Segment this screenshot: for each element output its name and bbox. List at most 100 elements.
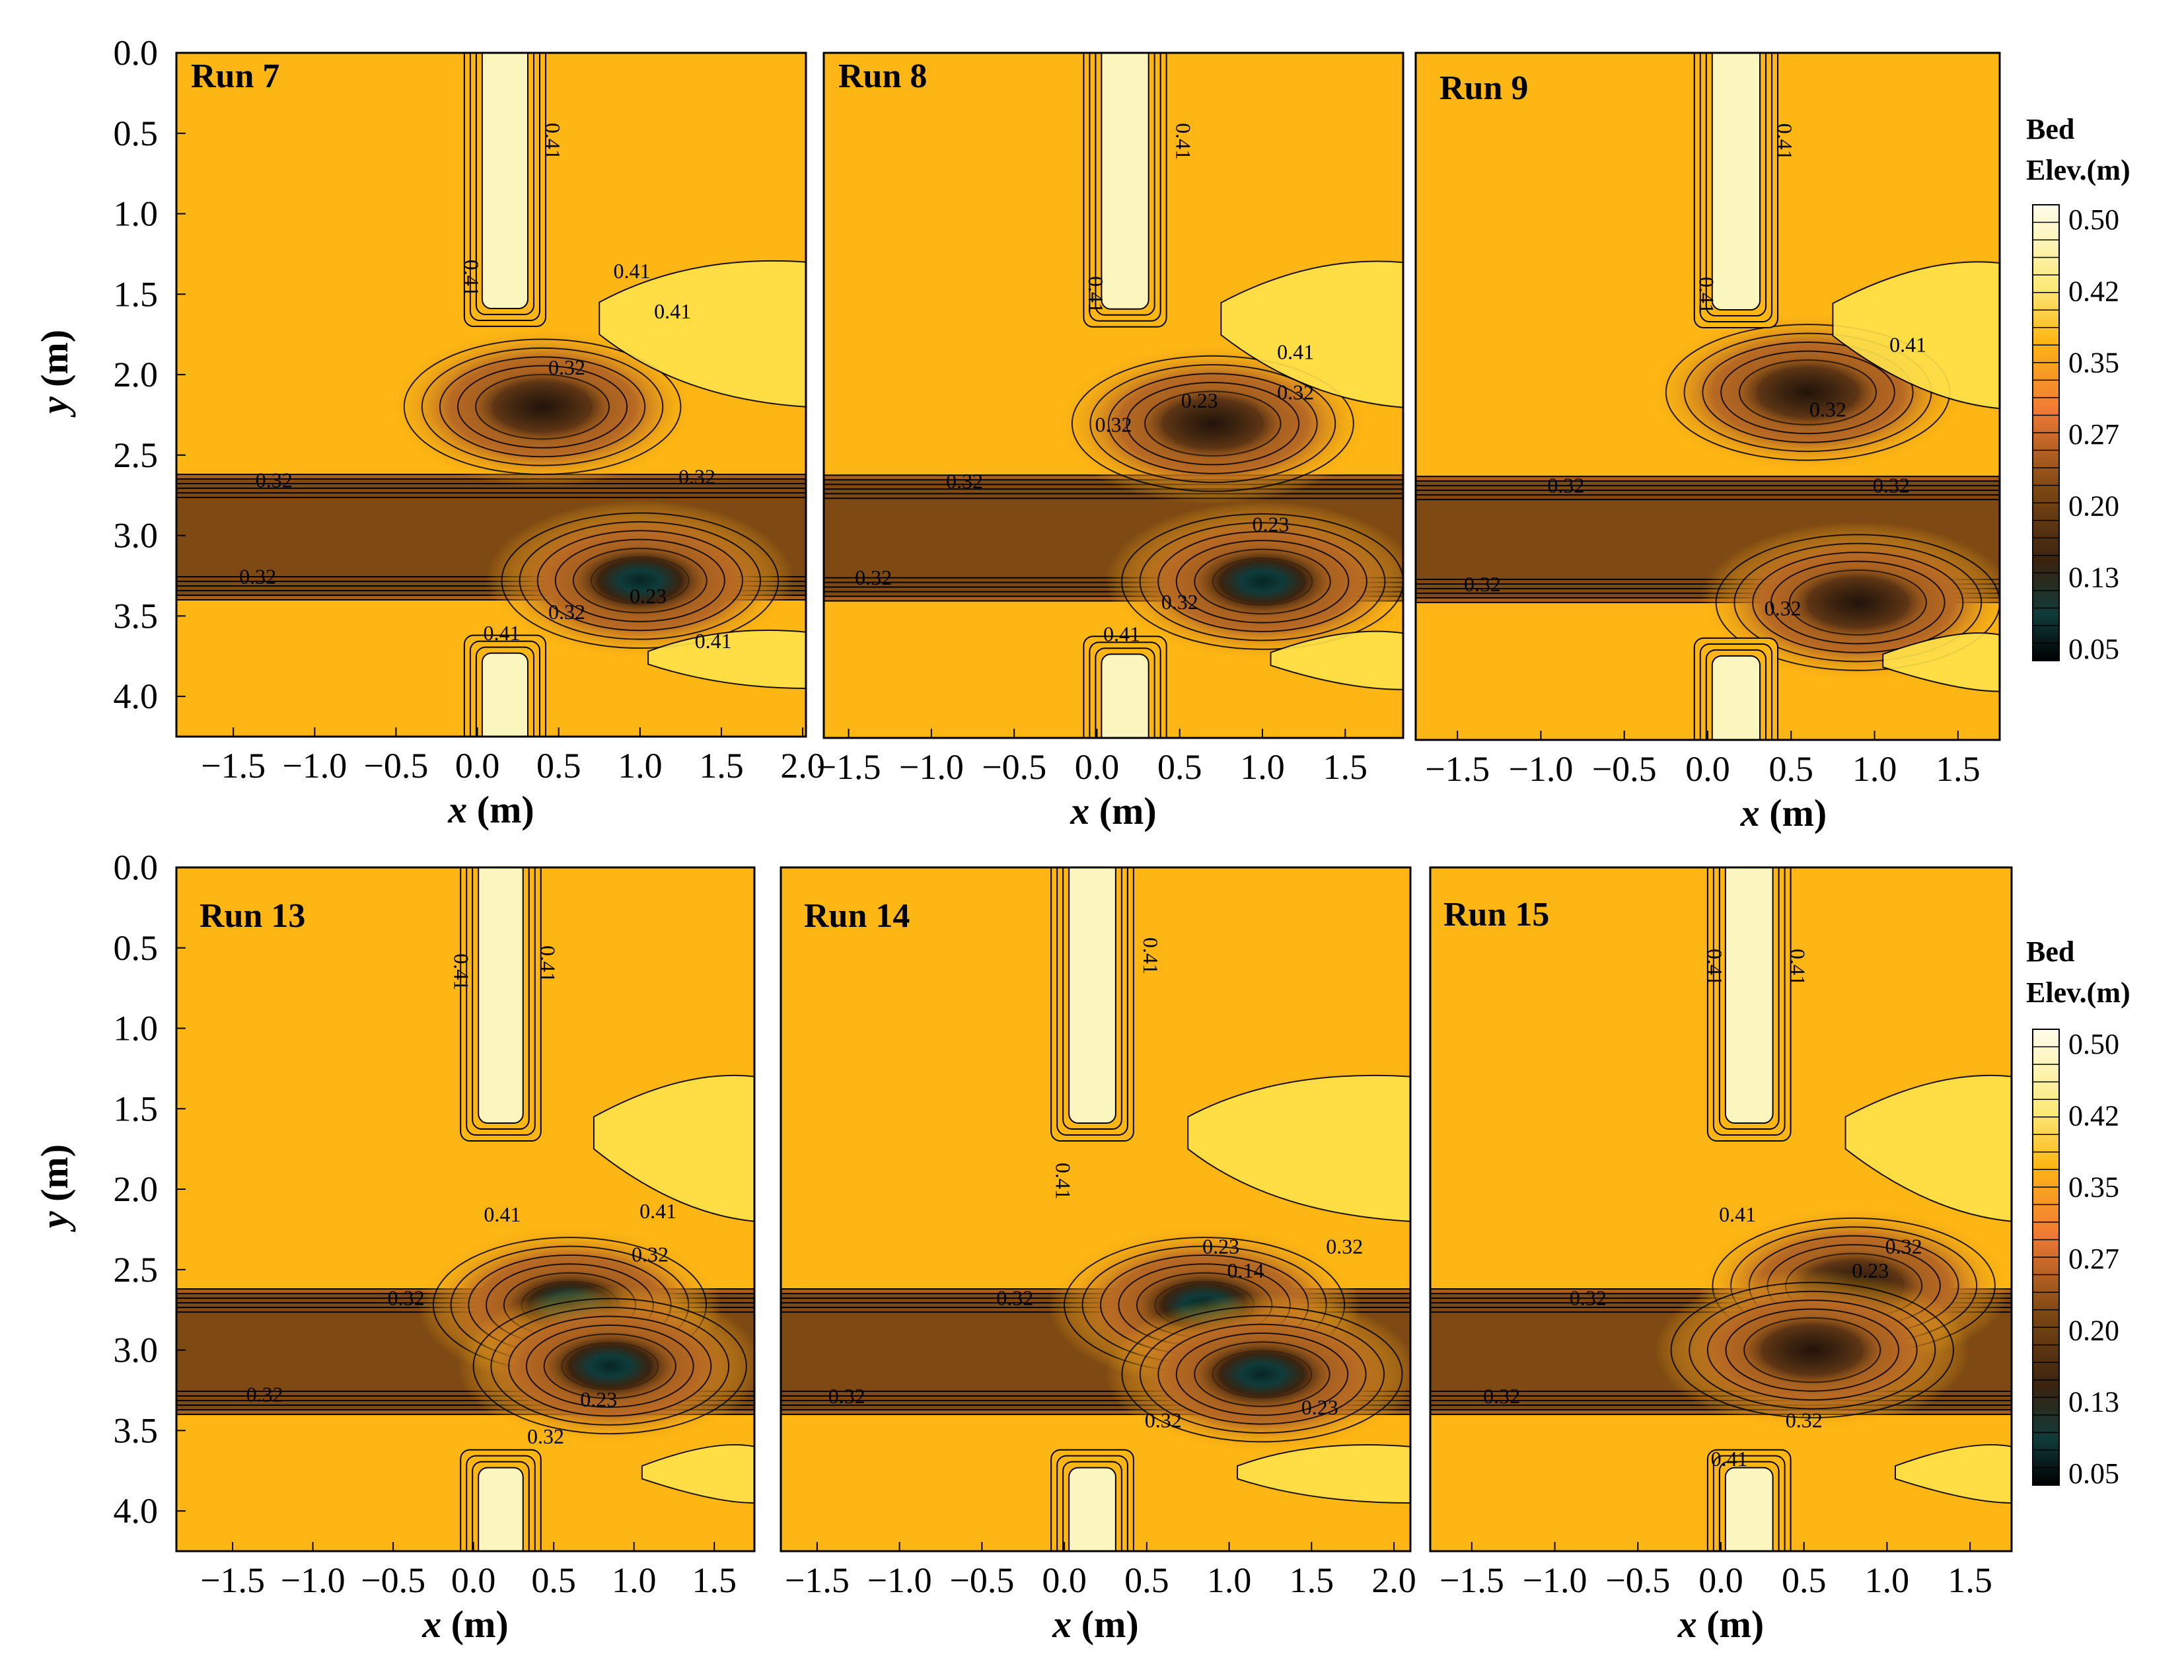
contour-label: 0.41 (1703, 949, 1727, 986)
x-tick-label: 0.0 (1042, 1560, 1087, 1600)
contour-label: 0.41 (1103, 622, 1140, 646)
panel-title: Run 15 (1443, 896, 1549, 933)
x-tick-label: −0.5 (1605, 1560, 1670, 1600)
contour-label: 0.32 (527, 1424, 564, 1448)
contour-label: 0.41 (1052, 1163, 1075, 1200)
x-tick-label: 1.0 (1240, 747, 1285, 787)
scour-contour (472, 1297, 747, 1435)
x-tick-label: 0.0 (1698, 1560, 1743, 1600)
contour-label: 0.23 (630, 584, 667, 608)
colorbar-tick: 0.27 (2068, 418, 2119, 451)
scour-contour (1733, 542, 1983, 663)
x-axis-label: x (m) (1677, 1603, 1764, 1646)
plot-frame (175, 866, 756, 1552)
colorbar-tick: 0.05 (2068, 1457, 2119, 1490)
scour-contour (1670, 1282, 1954, 1418)
x-tick-label: −1.0 (867, 1560, 932, 1600)
plot-frame (822, 52, 1404, 739)
scour-contour (519, 521, 762, 640)
contour-label: 0.41 (541, 123, 565, 160)
contour-label: 0.32 (828, 1384, 865, 1408)
groyne-lower (478, 1467, 524, 1551)
scour-contour (1126, 381, 1300, 466)
x-tick-label: 0.5 (1769, 749, 1814, 789)
colorbar-tick: 0.13 (2068, 562, 2119, 594)
panel-title: Run 14 (804, 897, 910, 935)
panel-title: Run 13 (200, 897, 305, 935)
scour-contour (1139, 1315, 1385, 1434)
contour-label: 0.41 (654, 299, 691, 323)
shoal-upper (593, 1074, 754, 1222)
contour-label: 0.41 (1711, 1447, 1748, 1471)
scour-contour (439, 356, 646, 458)
scour-contour (1089, 364, 1336, 484)
plot-area: 0.41 0.41 0.23 0.32 0.14 0.32 0.32 0.23 0.32 (781, 867, 1410, 1551)
colorbar-tick: 0.50 (2068, 203, 2119, 236)
contour-label: 0.32 (1570, 1286, 1607, 1309)
panel-title: Run 8 (838, 57, 927, 95)
contour-label: 0.41 (536, 945, 560, 982)
scour-contour (1175, 540, 1350, 624)
contour-label: 0.23 (1181, 388, 1218, 412)
y-axis-label: y (m) (33, 330, 76, 418)
colorbar-tick: 0.20 (2068, 490, 2119, 522)
x-tick-label: −1.0 (1508, 749, 1573, 789)
x-tick-label: 2.0 (1371, 1560, 1416, 1600)
contour-label: 0.32 (1765, 597, 1802, 620)
x-tick-label: 1.5 (699, 746, 744, 785)
scour-contour (1157, 530, 1367, 632)
plot-area: 0.41 0.41 0.41 0.23 0.32 0.32 0.32 0.23 0.32 0.32… (824, 53, 1403, 738)
x-tick-label: −0.5 (1592, 749, 1657, 789)
panel-run-13: 0.41 0.41 0.41 0.41 0.32 0.32 0.32 0.23 0.32 Run … (33, 848, 756, 1646)
x-tick-label: 2.0 (780, 746, 825, 785)
scour-hole (474, 371, 611, 443)
shoal-lower (1237, 1443, 1410, 1504)
colorbar-tick: 0.50 (2068, 1028, 2119, 1060)
x-tick-label: 0.5 (1157, 747, 1202, 787)
y-tick-label: 2.5 (114, 435, 159, 475)
x-tick-label: 1.0 (1207, 1560, 1252, 1600)
shoal-upper (599, 260, 806, 408)
contour-label: 0.32 (1885, 1234, 1922, 1258)
colorbar-tick: 0.13 (2068, 1386, 2119, 1418)
panel-title: Run 7 (191, 57, 279, 95)
colorbar: Bed Elev.(m) 0.50 0.42 0.35 0.27 0.20 0.13 0.05 (2026, 935, 2130, 1490)
groyne-lower (1711, 655, 1761, 740)
shoal-lower (1895, 1443, 2012, 1504)
scour-contour (554, 538, 725, 622)
contour-label: 0.32 (246, 1383, 283, 1406)
contour-label: 0.32 (388, 1286, 425, 1309)
contour-label: 0.41 (639, 1199, 676, 1223)
x-tick-label: −1.5 (785, 1560, 850, 1600)
x-tick-label: −1.5 (817, 747, 881, 787)
groyne-lower (1101, 653, 1149, 738)
contour-label: 0.32 (548, 600, 585, 624)
y-tick-label: 1.5 (114, 274, 159, 314)
x-tick-label: −1.5 (200, 1560, 265, 1600)
x-tick-label: 1.0 (618, 746, 663, 785)
shoal-upper (1220, 260, 1403, 408)
shoal-lower (1882, 632, 2000, 692)
y-tick-label: 3.0 (114, 1331, 159, 1370)
y-tick-label: 2.0 (114, 1169, 159, 1209)
x-tick-label: 0.5 (1782, 1560, 1827, 1600)
scour-contour (1702, 342, 1914, 443)
contour-label: 0.14 (1227, 1259, 1264, 1282)
contour-label: 0.32 (1786, 1408, 1823, 1432)
scour-contour (1157, 1323, 1367, 1425)
x-tick-label: −1.0 (1523, 1560, 1587, 1600)
plot-frame (175, 52, 807, 738)
groyne-upper (478, 867, 524, 1124)
x-tick-label: −0.5 (361, 1560, 425, 1600)
groyne-lower (1068, 1467, 1116, 1551)
x-tick-label: 1.5 (1290, 1560, 1334, 1600)
x-tick-label: 1.5 (1936, 749, 1981, 789)
y-tick-label: 2.5 (114, 1250, 159, 1290)
plot-area: 0.41 0.41 0.41 0.32 0.32 0.32 0.32 0.32 (1416, 53, 2000, 740)
contour-label: 0.32 (855, 566, 892, 589)
scour-contour (536, 530, 743, 632)
groyne-upper (1101, 53, 1149, 310)
colorbar-title: Bed (2026, 935, 2074, 968)
x-tick-label: 0.5 (1124, 1560, 1169, 1600)
x-axis-label: x (m) (421, 1603, 508, 1646)
